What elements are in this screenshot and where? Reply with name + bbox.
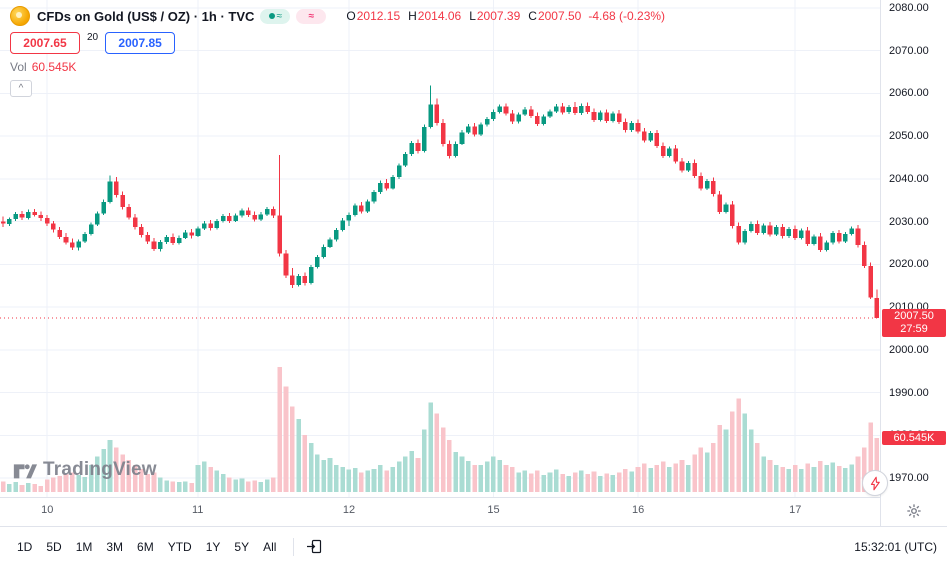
low-label: L: [469, 9, 476, 23]
time-tick-label: 11: [192, 504, 204, 516]
candlestick-chart[interactable]: [0, 0, 880, 497]
buy-button[interactable]: 2007.85: [105, 32, 176, 54]
range-button-1m[interactable]: 1M: [69, 536, 100, 558]
time-tick-label: 16: [632, 504, 645, 516]
time-tick-label: 12: [342, 504, 356, 516]
lightning-bolt-icon: [870, 476, 880, 490]
price-tick-label: 2080.00: [889, 2, 929, 14]
toolbar-divider: [293, 537, 295, 556]
market-status-icon[interactable]: ≈: [260, 8, 291, 24]
status-dot-icon: [268, 13, 275, 19]
scale-settings-button[interactable]: [903, 501, 925, 523]
spread-value: 20: [87, 32, 99, 43]
collapse-legend-button[interactable]: ^: [10, 80, 32, 97]
price-tick-label: 2050.00: [889, 130, 929, 143]
range-button-3m[interactable]: 3M: [99, 536, 130, 558]
price-tick-label: 1990.00: [889, 386, 929, 399]
last-price-value: 2007.50: [894, 309, 934, 322]
tradingview-logo-icon: [13, 464, 38, 479]
volume-row: Vol 60.545K: [10, 60, 665, 74]
open-label: O: [346, 9, 356, 23]
price-tick-label: 2040.00: [889, 172, 929, 185]
tradingview-watermark: TradingView: [12, 457, 157, 483]
price-tick-label: 2060.00: [889, 87, 929, 100]
ohlc-readout: O 2012.15 H 2014.06 L 2007.39 C 2007.50 -4.6…: [338, 9, 665, 23]
clock-utc[interactable]: 15:32:01 (UTC): [854, 539, 937, 554]
bar-countdown: 27:59: [900, 322, 928, 335]
gear-icon: [907, 503, 921, 518]
quick-trade-lightning-button[interactable]: [862, 470, 888, 496]
legend-title-row: CFDs on Gold (US$ / OZ) · 1h · TVC ≈ ≈ O…: [10, 6, 665, 26]
range-button-5y[interactable]: 5Y: [227, 536, 256, 558]
time-tick-label: 15: [487, 504, 500, 516]
range-button-group: 1D 5D 1M 3M 6M YTD 1Y 5Y All: [10, 536, 283, 558]
range-button-all[interactable]: All: [256, 536, 283, 558]
watermark-brand-text: TradingView: [43, 459, 157, 480]
price-tick-label: 2020.00: [889, 258, 929, 271]
price-tick-label: 2000.00: [889, 343, 929, 356]
price-tick-label: 1970.00: [889, 472, 929, 484]
volume-value: 60.545K: [31, 60, 77, 74]
close-label: C: [528, 9, 537, 23]
price-scale[interactable]: 2007.50 27:59 60.545K 2080.00 2070.00 2060…: [880, 0, 947, 526]
range-button-5d[interactable]: 5D: [39, 536, 68, 558]
range-button-1d[interactable]: 1D: [10, 536, 39, 558]
close-value: 2007.50: [537, 9, 582, 23]
volume-axis-tag: 60.545K: [882, 430, 946, 445]
quote-row: 2007.65 20 2007.85: [10, 32, 665, 54]
price-tick-label: 2070.00: [889, 44, 929, 57]
chart-legend: CFDs on Gold (US$ / OZ) · 1h · TVC ≈ ≈ O…: [10, 6, 665, 103]
high-value: 2014.06: [417, 9, 462, 23]
high-label: H: [408, 9, 417, 23]
gold-coin-icon: [10, 6, 30, 26]
volatility-wave-icon[interactable]: ≈: [296, 8, 327, 24]
symbol-title[interactable]: CFDs on Gold (US$ / OZ) · 1h · TVC: [37, 8, 255, 24]
bottom-toolbar: 1D 5D 1M 3M 6M YTD 1Y 5Y All 15:32:01 (UTC): [0, 526, 947, 566]
go-to-date-button[interactable]: [304, 536, 325, 557]
volume-label: Vol: [10, 60, 27, 74]
time-tick-label: 17: [789, 504, 802, 516]
open-value: 2012.15: [356, 9, 401, 23]
low-value: 2007.39: [476, 9, 521, 23]
change-value: -4.68 (-0.23%): [588, 9, 666, 23]
go-to-date-icon: [307, 539, 322, 554]
wave-glyph: ≈: [276, 10, 283, 22]
sell-button[interactable]: 2007.65: [10, 32, 80, 54]
time-scale[interactable]: 10 11 12 15 16 17: [0, 497, 880, 527]
price-tick-label: 2030.00: [889, 215, 929, 228]
range-button-6m[interactable]: 6M: [130, 536, 161, 558]
time-tick-label: 10: [41, 504, 54, 516]
last-price-tag: 2007.50 27:59: [882, 308, 946, 337]
chart-plot-area[interactable]: [0, 0, 880, 497]
range-button-ytd[interactable]: YTD: [161, 536, 199, 558]
range-button-1y[interactable]: 1Y: [199, 536, 228, 558]
